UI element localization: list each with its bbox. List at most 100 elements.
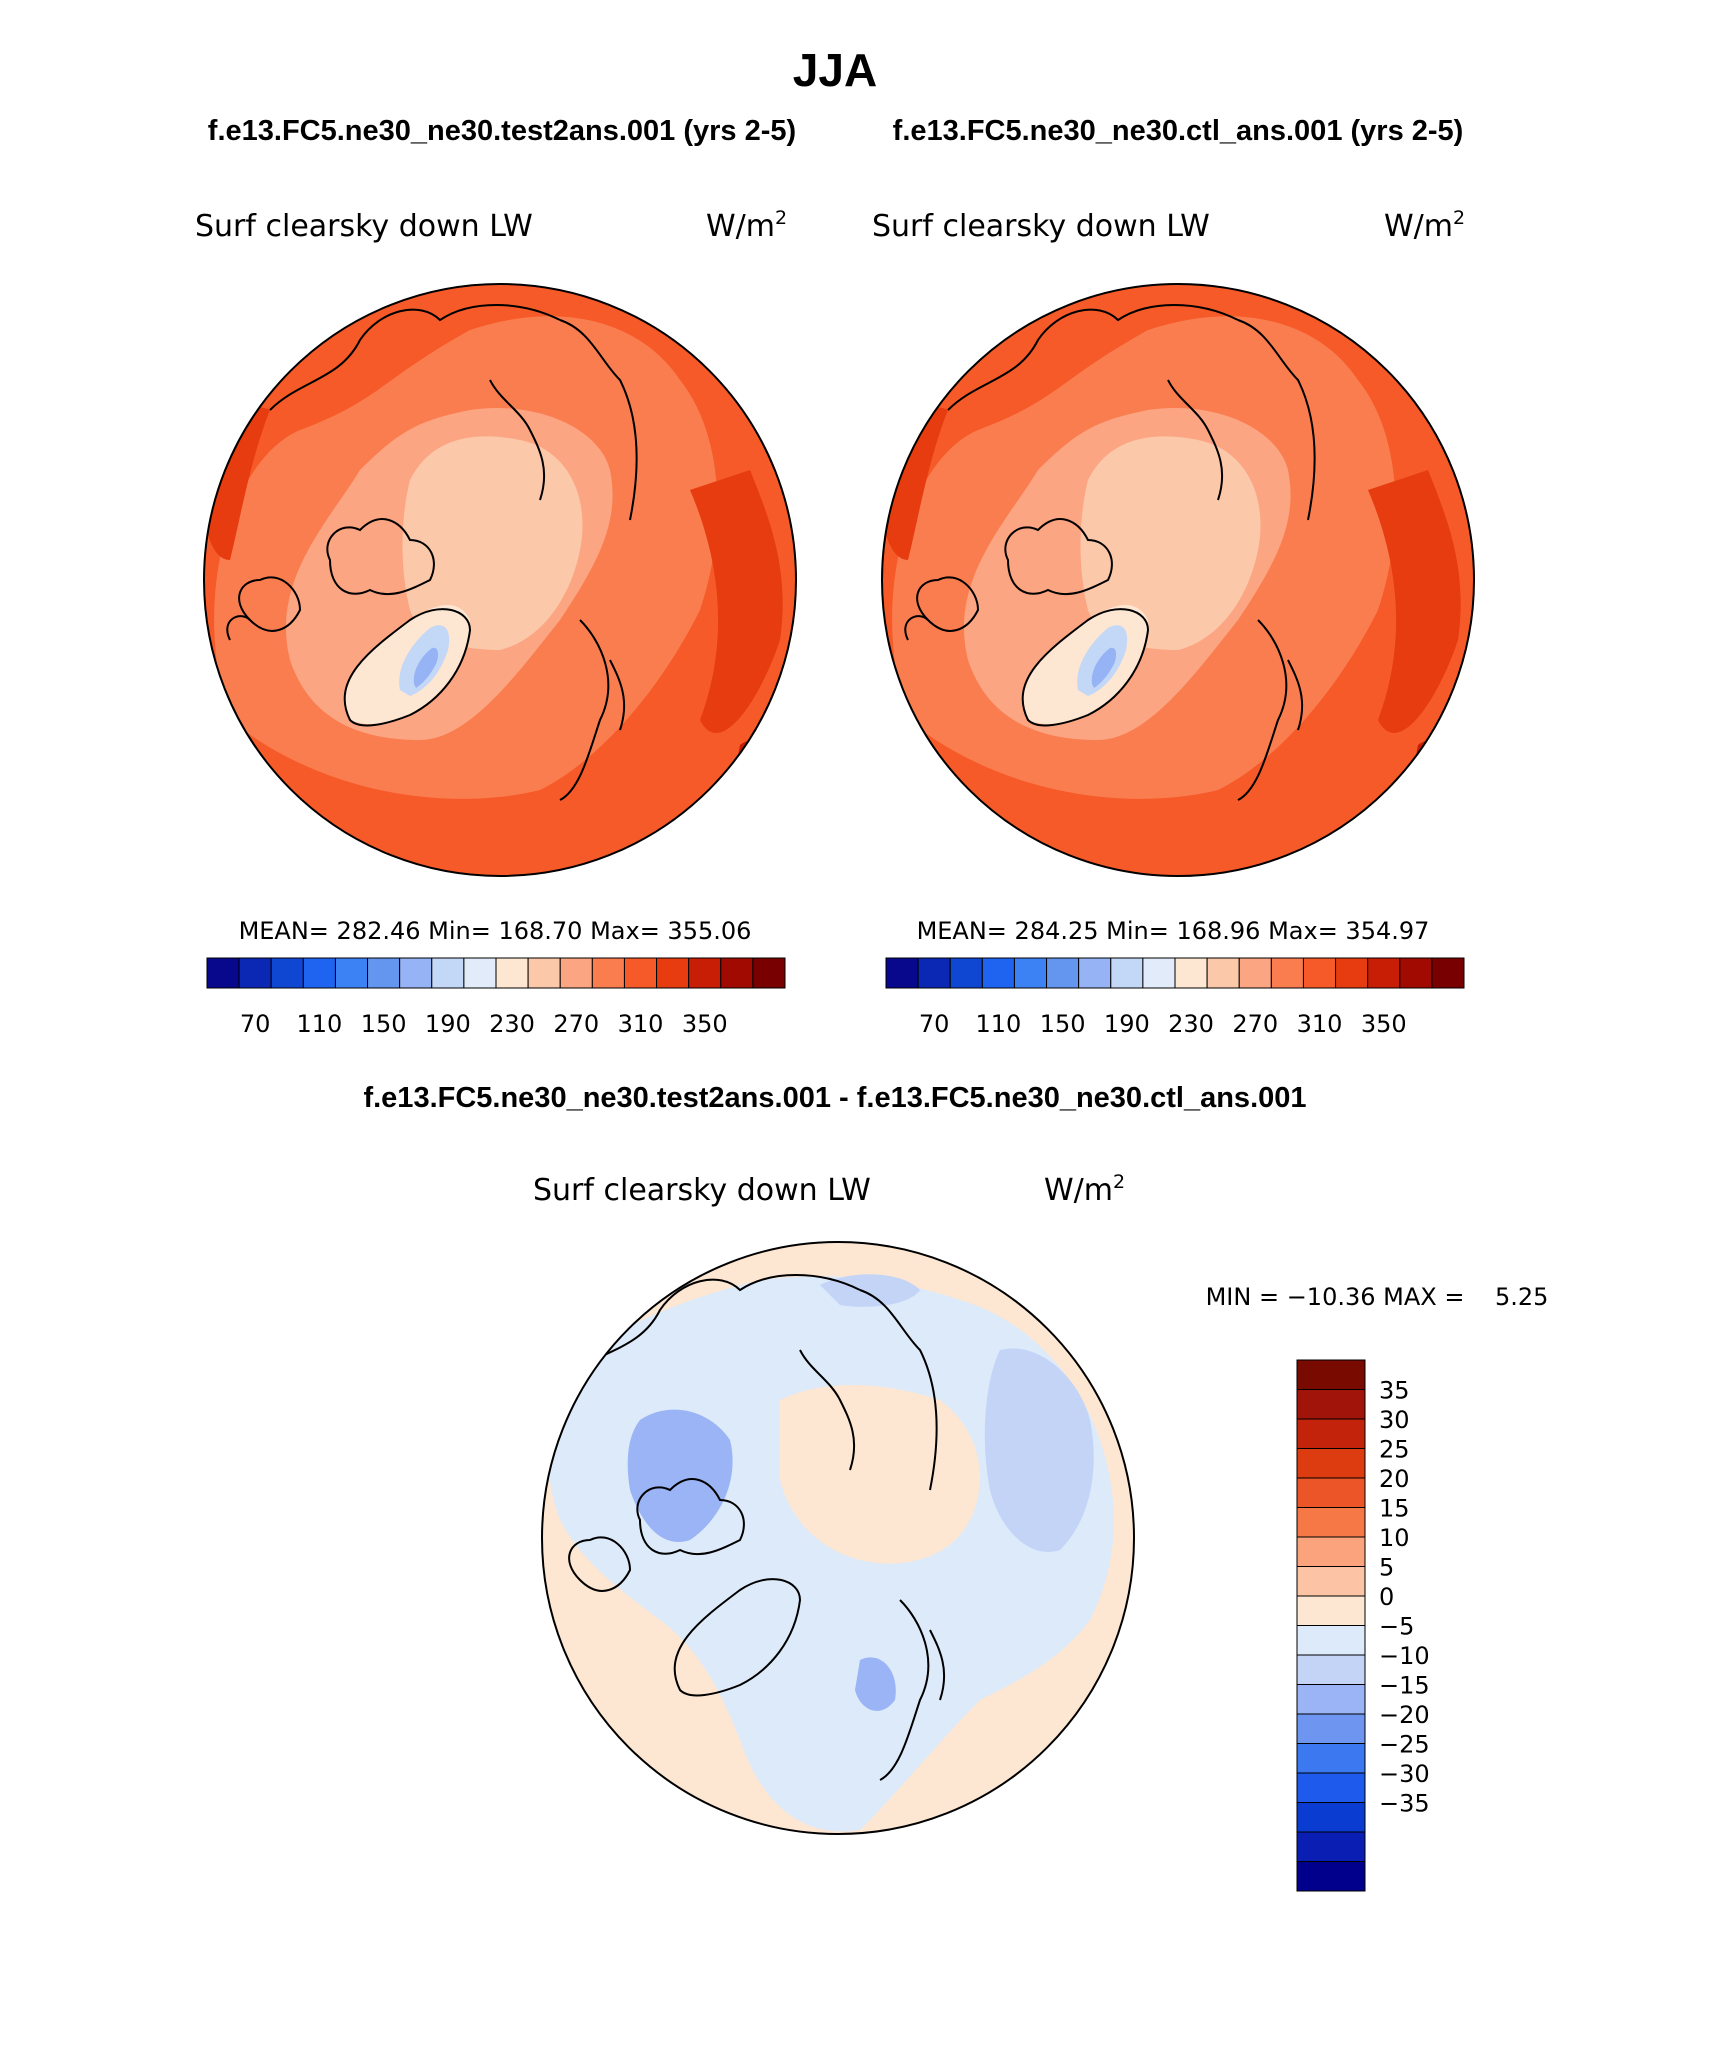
- colorbar-swatch: [752, 957, 786, 989]
- colorbar-swatch: [399, 957, 433, 989]
- colorbar-a: 70 110 150 190 230 270 310 350: [206, 957, 786, 1038]
- colorbar-swatch: [1302, 957, 1337, 989]
- colorbar-tick-label: 230: [489, 1010, 535, 1038]
- colorbar-swatch: [1296, 1507, 1366, 1538]
- field-a-central-arctic: [402, 436, 583, 650]
- colorbar-tick-label: 35: [1379, 1377, 1410, 1405]
- colorbar-swatch: [1296, 1389, 1366, 1420]
- map-c-border: [541, 1241, 1135, 1835]
- colorbar-swatch: [527, 957, 561, 989]
- colorbar-swatch: [885, 957, 919, 989]
- colorbar-tick-label: 30: [1379, 1406, 1410, 1434]
- colorbar-tick-label: 70: [919, 1010, 950, 1038]
- field-c-negative-east: [984, 1348, 1094, 1552]
- colorbar-swatch: [1296, 1595, 1366, 1626]
- panel-c-stats: MIN = −10.36 MAX = 5.25: [1206, 1283, 1549, 1311]
- colorbar-tick-label: 15: [1379, 1495, 1410, 1523]
- colorbar-b: 70 110 150 190 230 270 310 350: [885, 957, 1465, 1038]
- colorbar-swatch: [367, 957, 401, 989]
- colorbar-swatch: [463, 957, 497, 989]
- field-c-negative-north: [820, 1274, 920, 1307]
- map-a-border: [203, 283, 797, 877]
- colorbar-swatch: [431, 957, 465, 989]
- panel-c-variable: Surf clearsky down LW: [533, 1173, 871, 1208]
- colorbar-swatch: [1174, 957, 1208, 989]
- colorbar-swatch: [917, 957, 951, 989]
- colorbar-swatch: [623, 957, 658, 989]
- colorbar-tick-label: −35: [1379, 1790, 1430, 1818]
- map-panel-c: [541, 1241, 1135, 1835]
- colorbar-tick-label: 310: [1297, 1010, 1343, 1038]
- colorbar-swatch: [1206, 957, 1240, 989]
- field-c-central-positive: [780, 1385, 980, 1564]
- colorbar-tick-label: 150: [1040, 1010, 1086, 1038]
- colorbar-swatch: [1296, 1418, 1366, 1449]
- panel-c-units: W/m2: [1044, 1171, 1125, 1208]
- colorbar-swatch: [1296, 1477, 1366, 1508]
- colorbar-swatch: [1296, 1713, 1366, 1744]
- colorbar-tick-label: 25: [1379, 1436, 1410, 1464]
- colorbar-swatch: [1296, 1743, 1366, 1774]
- field-a-warm-east: [690, 470, 783, 733]
- colorbar-swatch: [1431, 957, 1465, 989]
- coastlines-b: [904, 304, 1316, 801]
- page-title: JJA: [793, 44, 877, 96]
- colorbar-swatch: [270, 957, 304, 989]
- coastlines-a: [226, 304, 638, 801]
- panel-b-stats: MEAN= 284.25 Min= 168.96 Max= 354.97: [917, 917, 1430, 945]
- colorbar-swatch: [1046, 957, 1080, 989]
- colorbar-swatch: [1296, 1359, 1366, 1390]
- colorbar-tick-label: 350: [1361, 1010, 1407, 1038]
- colorbar-tick-label: −20: [1379, 1701, 1430, 1729]
- colorbar-tick-label: 110: [296, 1010, 342, 1038]
- colorbar-swatch: [1238, 957, 1272, 989]
- colorbar-swatch: [302, 957, 336, 989]
- colorbar-swatch: [949, 957, 983, 989]
- panel-c-case-title: f.e13.FC5.ne30_ne30.test2ans.001 - f.e13…: [363, 1082, 1306, 1114]
- colorbar-tick-label: 20: [1379, 1465, 1410, 1493]
- colorbar-tick-label: −25: [1379, 1731, 1430, 1759]
- panel-a-case-title: f.e13.FC5.ne30_ne30.test2ans.001 (yrs 2-…: [208, 115, 796, 147]
- colorbar-tick-label: −30: [1379, 1760, 1430, 1788]
- colorbar-swatch: [206, 957, 240, 989]
- colorbar-swatch: [591, 957, 625, 989]
- colorbar-swatch: [1013, 957, 1048, 989]
- field-a-greenland-core: [413, 647, 439, 688]
- colorbar-tick-label: −10: [1379, 1642, 1430, 1670]
- colorbar-tick-label: 190: [425, 1010, 471, 1038]
- colorbar-swatch: [1296, 1625, 1366, 1656]
- coastlines-c: [559, 1274, 946, 1781]
- map-panel-a: [203, 283, 797, 877]
- panel-a-units: W/m2: [706, 207, 787, 244]
- map-panel-b: [881, 283, 1475, 877]
- colorbar-tick-label: 10: [1379, 1524, 1410, 1552]
- colorbar-tick-label: −5: [1379, 1613, 1414, 1641]
- field-c-negative-south: [855, 1657, 896, 1711]
- colorbar-tick-label: 350: [682, 1010, 728, 1038]
- field-b-central-arctic: [1080, 436, 1261, 650]
- map-b-border: [881, 283, 1475, 877]
- colorbar-swatch: [1078, 957, 1112, 989]
- colorbar-swatch: [1270, 957, 1304, 989]
- colorbar-swatch: [656, 957, 690, 989]
- panel-b-case-title: f.e13.FC5.ne30_ne30.ctl_ans.001 (yrs 2-5…: [893, 115, 1464, 147]
- colorbar-swatch: [1142, 957, 1176, 989]
- panel-b-units: W/m2: [1384, 207, 1465, 244]
- colorbar-swatch: [334, 957, 369, 989]
- colorbar-swatch: [1296, 1772, 1366, 1803]
- colorbar-swatch: [1296, 1802, 1366, 1833]
- colorbar-swatch: [1296, 1654, 1366, 1685]
- colorbar-tick-label: 270: [553, 1010, 599, 1038]
- colorbar-swatch: [1296, 1448, 1366, 1479]
- colorbar-swatch: [238, 957, 272, 989]
- colorbar-tick-label: 230: [1168, 1010, 1214, 1038]
- colorbar-swatch: [1335, 957, 1369, 989]
- colorbar-swatch: [1296, 1566, 1366, 1597]
- colorbar-tick-label: 270: [1232, 1010, 1278, 1038]
- colorbar-swatch: [1110, 957, 1144, 989]
- colorbar-swatch: [1296, 1861, 1366, 1892]
- panel-a-variable: Surf clearsky down LW: [195, 209, 533, 244]
- colorbar-swatch: [559, 957, 593, 989]
- colorbar-swatch: [688, 957, 722, 989]
